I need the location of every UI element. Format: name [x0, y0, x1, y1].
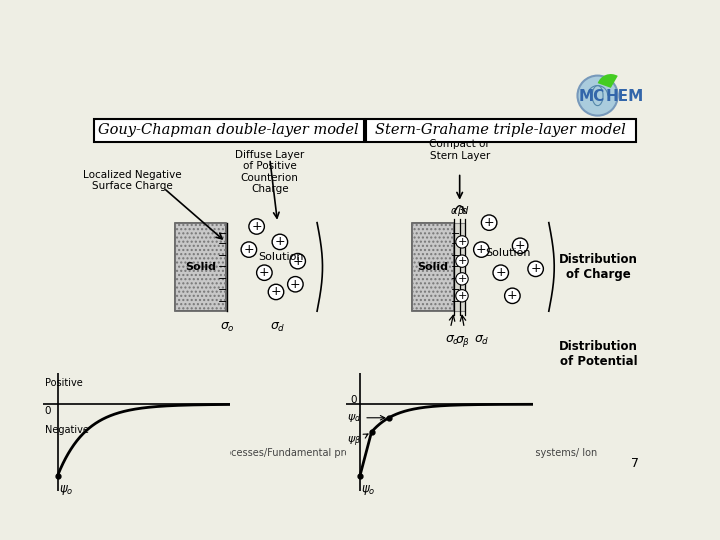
Text: Positive: Positive [45, 377, 82, 388]
Text: +: + [292, 255, 303, 268]
FancyBboxPatch shape [412, 222, 454, 311]
Text: $\sigma_o$: $\sigma_o$ [220, 320, 235, 334]
FancyBboxPatch shape [94, 119, 364, 142]
Circle shape [456, 236, 468, 248]
Text: −: − [451, 262, 461, 272]
Circle shape [287, 276, 303, 292]
Circle shape [528, 261, 544, 276]
Text: +: + [290, 278, 301, 291]
Text: $\sigma_o$: $\sigma_o$ [445, 334, 460, 347]
Text: $\sigma_\beta$: $\sigma_\beta$ [455, 334, 470, 349]
Circle shape [577, 76, 618, 116]
Circle shape [241, 242, 256, 257]
Circle shape [513, 238, 528, 253]
Text: $\psi_\beta$: $\psi_\beta$ [347, 434, 368, 449]
Text: Environmental processes/Fundamental processes in soil, atmospheric & aquatic sys: Environmental processes/Fundamental proc… [141, 448, 597, 470]
Text: +: + [484, 216, 495, 229]
Text: α: α [451, 206, 457, 217]
Text: −: − [218, 251, 228, 261]
Text: $\psi_o$: $\psi_o$ [361, 483, 376, 497]
Text: +: + [457, 237, 467, 247]
Text: −: − [451, 297, 461, 307]
Circle shape [493, 265, 508, 280]
Text: Distribution
of Potential: Distribution of Potential [559, 340, 638, 368]
Text: MC: MC [578, 89, 605, 104]
Text: −: − [218, 229, 228, 239]
Text: +: + [476, 243, 487, 256]
Text: −: − [218, 239, 228, 249]
FancyBboxPatch shape [366, 119, 636, 142]
Text: Localized Negative
Surface Charge: Localized Negative Surface Charge [84, 170, 182, 191]
Text: $\psi_o$: $\psi_o$ [59, 483, 73, 497]
Text: HEM: HEM [606, 89, 644, 104]
Text: +: + [259, 266, 270, 279]
Text: 0: 0 [45, 407, 51, 416]
Text: 7: 7 [631, 457, 639, 470]
Text: −: − [218, 297, 228, 307]
Text: −: − [218, 286, 228, 295]
Wedge shape [598, 74, 618, 88]
Text: +: + [457, 291, 467, 301]
Circle shape [249, 219, 264, 234]
Text: −: − [451, 239, 461, 249]
Text: 0: 0 [351, 395, 357, 406]
Text: +: + [507, 289, 518, 302]
Text: β: β [456, 206, 463, 217]
Text: +: + [457, 274, 467, 284]
Text: +: + [243, 243, 254, 256]
Text: $\sigma_d$: $\sigma_d$ [270, 320, 285, 334]
Text: −: − [218, 274, 228, 284]
Circle shape [474, 242, 489, 257]
Text: +: + [271, 286, 282, 299]
Text: −: − [451, 274, 461, 284]
Circle shape [456, 273, 468, 285]
Circle shape [272, 234, 287, 249]
Circle shape [482, 215, 497, 231]
Text: +: + [274, 235, 285, 248]
Text: d: d [462, 206, 468, 217]
Text: Diffuse Layer
of Positive
Counterion
Charge: Diffuse Layer of Positive Counterion Cha… [235, 150, 305, 194]
Text: −: − [218, 262, 228, 272]
Circle shape [256, 265, 272, 280]
Text: Solution: Solution [486, 248, 531, 259]
Circle shape [290, 253, 305, 269]
FancyBboxPatch shape [175, 222, 225, 311]
Text: Negative: Negative [45, 425, 89, 435]
Text: +: + [531, 262, 541, 275]
Text: Gouy-Chapman double-layer model: Gouy-Chapman double-layer model [98, 123, 359, 137]
Text: $\psi_d$: $\psi_d$ [347, 412, 384, 424]
Text: +: + [495, 266, 506, 279]
FancyBboxPatch shape [454, 222, 465, 311]
Circle shape [456, 289, 468, 302]
Text: −: − [451, 286, 461, 295]
Text: Compact or
Stern Layer: Compact or Stern Layer [429, 139, 490, 161]
Text: +: + [515, 239, 526, 252]
Circle shape [456, 255, 468, 267]
Circle shape [269, 284, 284, 300]
Text: Solid: Solid [418, 262, 449, 272]
Text: Stern-Grahame triple-layer model: Stern-Grahame triple-layer model [375, 123, 626, 137]
Text: Solid: Solid [185, 262, 216, 272]
Text: −: − [451, 229, 461, 239]
Text: Distribution
of Charge: Distribution of Charge [559, 253, 638, 281]
Text: $\sigma_d$: $\sigma_d$ [474, 334, 490, 347]
Text: Solution: Solution [258, 252, 304, 262]
Circle shape [505, 288, 520, 303]
Text: +: + [457, 256, 467, 266]
Text: +: + [251, 220, 262, 233]
Text: −: − [451, 251, 461, 261]
